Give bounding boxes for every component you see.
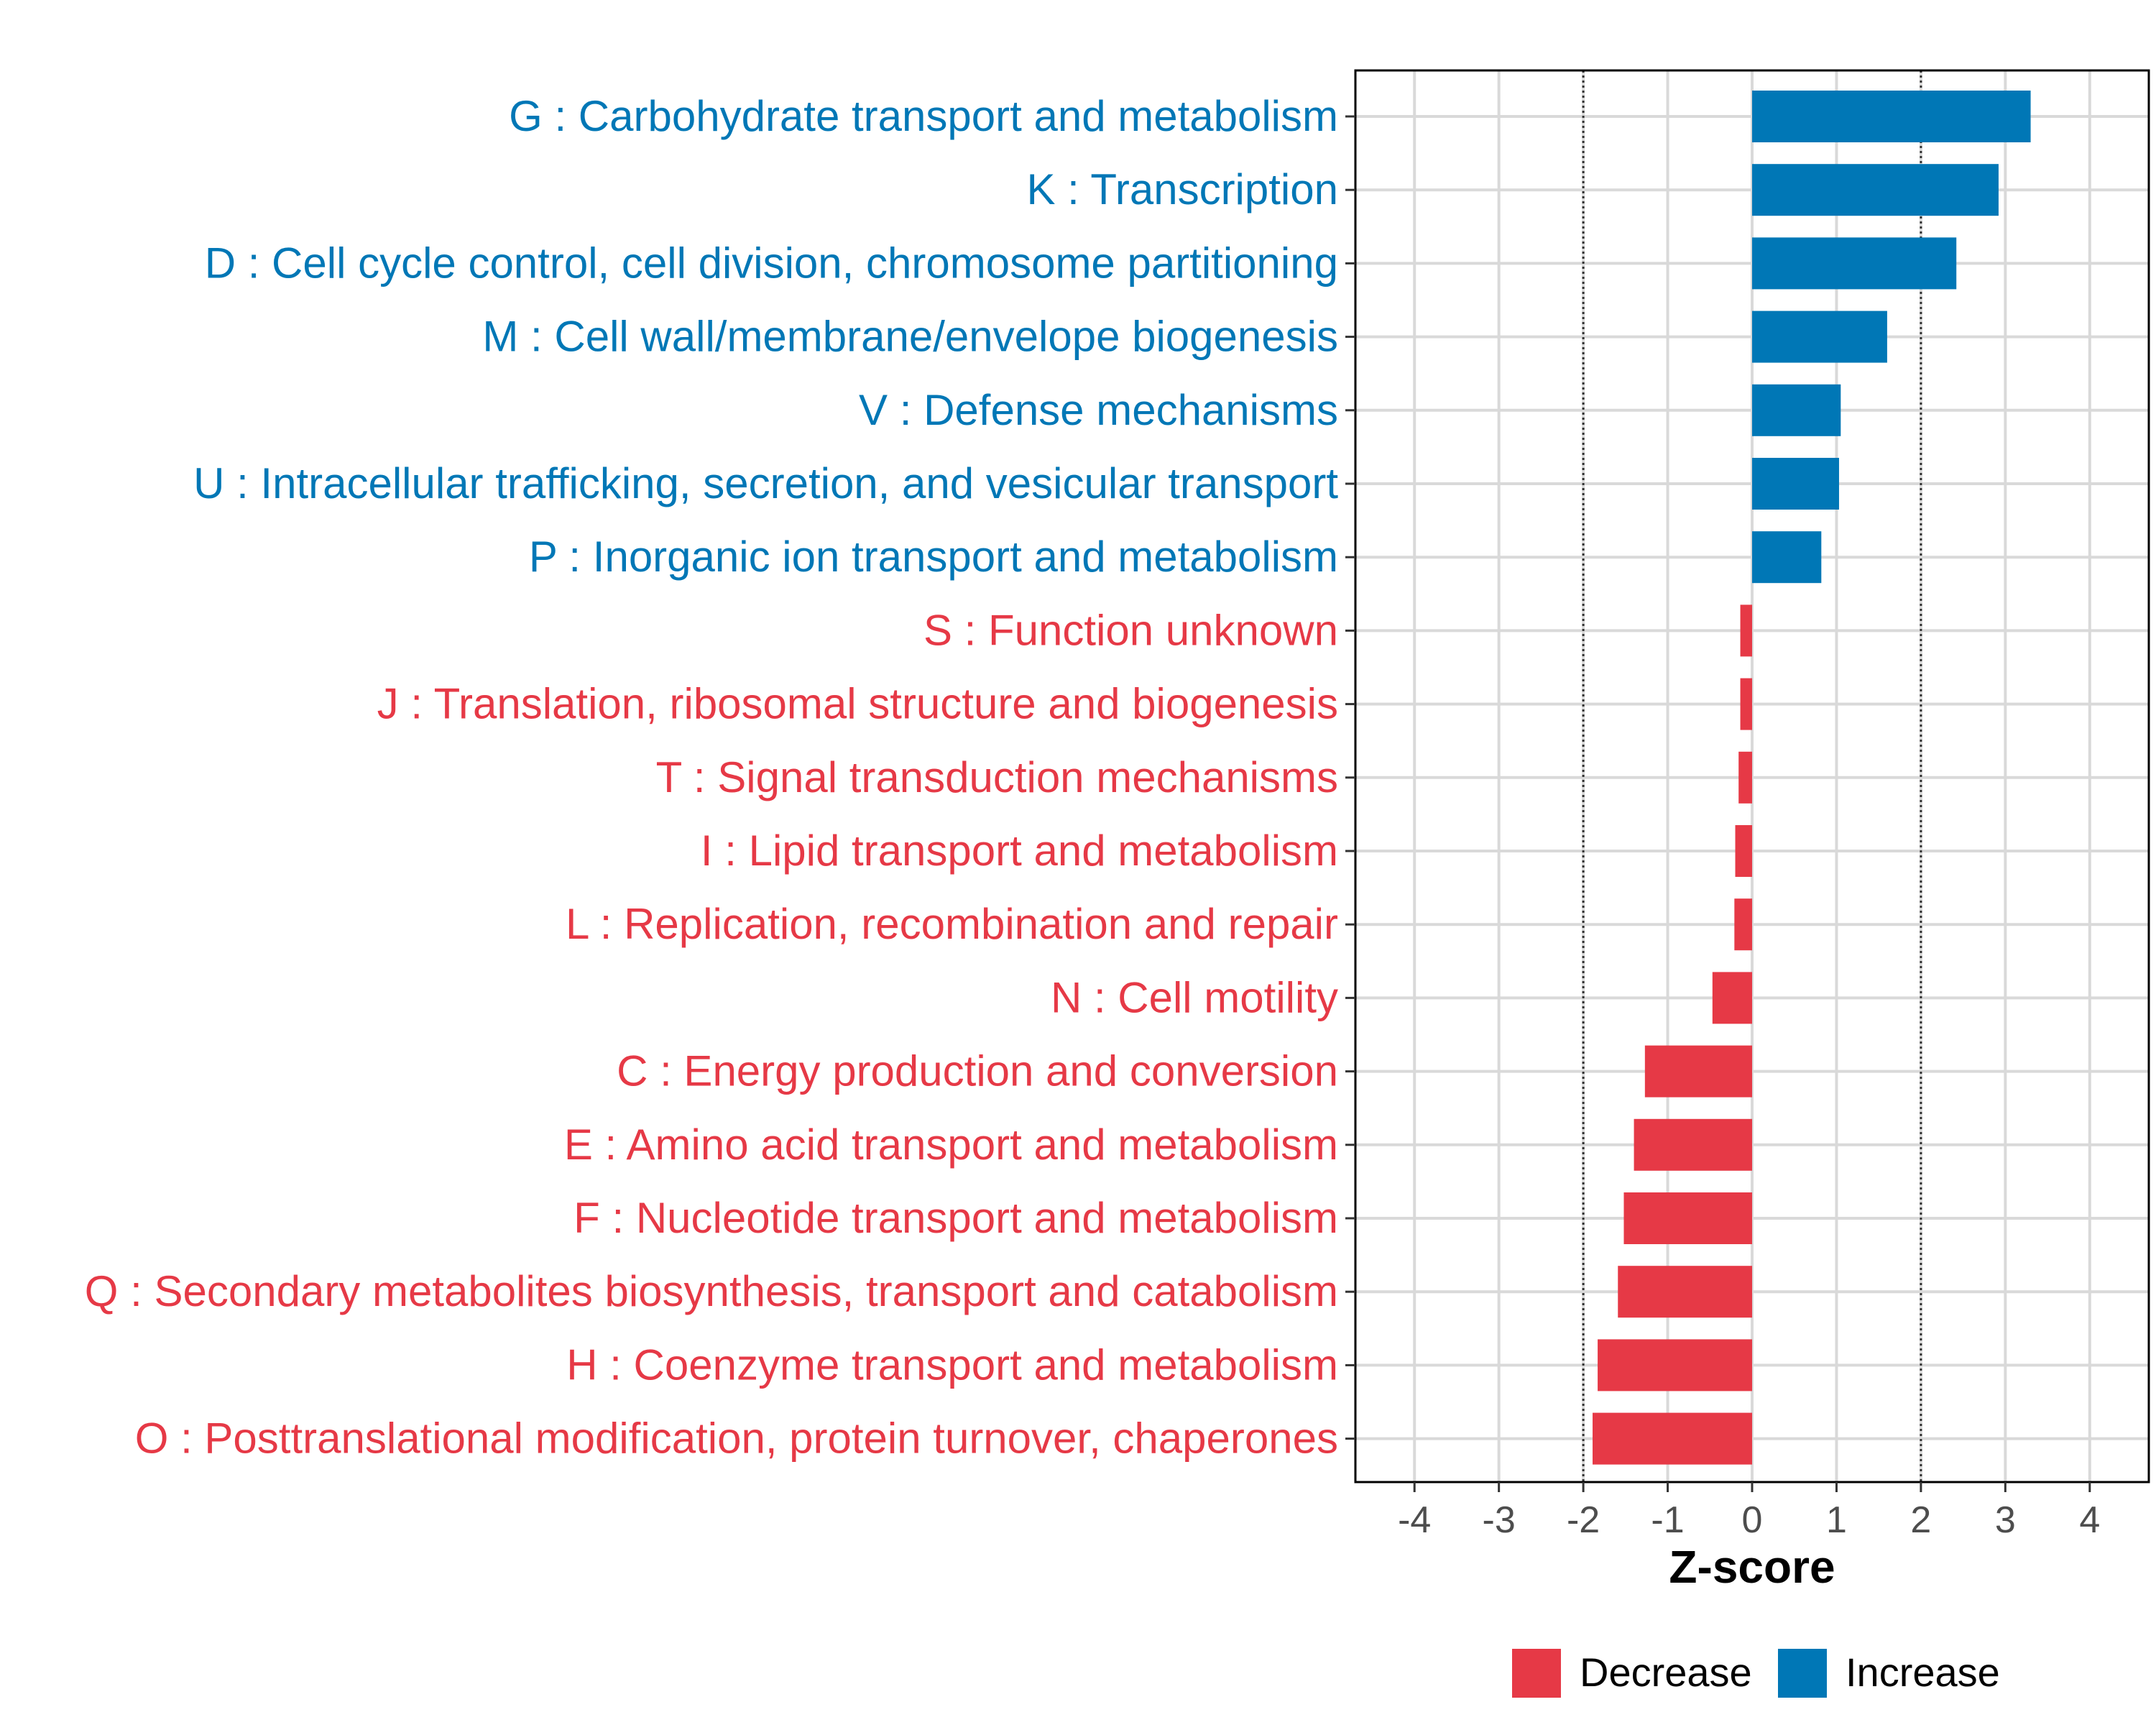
bar-g bbox=[1752, 91, 2031, 142]
category-label: Q : Secondary metabolites biosynthesis, … bbox=[85, 1267, 1338, 1315]
category-label: M : Cell wall/membrane/envelope biogenes… bbox=[482, 313, 1338, 361]
x-tick-label: 1 bbox=[1826, 1499, 1847, 1541]
bars bbox=[1593, 91, 2031, 1465]
legend: Decrease Increase bbox=[1512, 1649, 2000, 1698]
bar-n bbox=[1712, 972, 1752, 1024]
bar-l bbox=[1734, 898, 1752, 951]
x-tick-label: 4 bbox=[2079, 1499, 2100, 1541]
x-tick-label: 0 bbox=[1742, 1499, 1763, 1541]
legend-label-increase: Increase bbox=[1846, 1650, 2000, 1695]
x-tick-label: -4 bbox=[1398, 1499, 1431, 1541]
category-label: P : Inorganic ion transport and metaboli… bbox=[529, 533, 1338, 581]
category-label: S : Function unknown bbox=[923, 606, 1338, 654]
bar-s bbox=[1740, 604, 1752, 657]
legend-label-decrease: Decrease bbox=[1580, 1650, 1752, 1695]
reference-lines bbox=[1582, 70, 1922, 1482]
category-label: V : Defense mechanisms bbox=[859, 386, 1338, 434]
category-label: E : Amino acid transport and metabolism bbox=[564, 1121, 1338, 1169]
bar-k bbox=[1752, 164, 1999, 216]
category-label: J : Translation, ribosomal structure and… bbox=[377, 680, 1338, 728]
category-label: O : Posttranslational modification, prot… bbox=[135, 1414, 1338, 1463]
bar-m bbox=[1752, 310, 1887, 363]
category-label: L : Replication, recombination and repai… bbox=[566, 900, 1338, 948]
category-label: H : Coenzyme transport and metabolism bbox=[566, 1340, 1338, 1389]
category-label: T : Signal transduction mechanisms bbox=[656, 753, 1338, 801]
legend-key-decrease bbox=[1512, 1649, 1561, 1698]
bar-o bbox=[1593, 1412, 1752, 1465]
x-tick-label: -3 bbox=[1483, 1499, 1516, 1541]
category-label: U : Intracellular trafficking, secretion… bbox=[193, 459, 1338, 507]
y-axis-ticks: G : Carbohydrate transport and metabolis… bbox=[85, 92, 1355, 1463]
bar-d bbox=[1752, 237, 1957, 290]
category-label: C : Energy production and conversion bbox=[617, 1047, 1338, 1095]
x-tick-label: -2 bbox=[1567, 1499, 1600, 1541]
bar-q bbox=[1618, 1266, 1752, 1318]
bar-i bbox=[1735, 825, 1752, 877]
x-tick-label: 2 bbox=[1910, 1499, 1931, 1541]
bar-e bbox=[1634, 1118, 1752, 1171]
x-axis-title: Z-score bbox=[1669, 1541, 1835, 1593]
x-tick-label: 3 bbox=[1995, 1499, 2016, 1541]
bar-v bbox=[1752, 384, 1841, 436]
bar-p bbox=[1752, 531, 1822, 584]
bar-f bbox=[1623, 1192, 1752, 1244]
category-label: I : Lipid transport and metabolism bbox=[701, 827, 1338, 875]
category-label: N : Cell motility bbox=[1051, 973, 1338, 1021]
x-tick-label: -1 bbox=[1651, 1499, 1684, 1541]
bar-t bbox=[1738, 751, 1752, 804]
bar-j bbox=[1740, 678, 1752, 730]
category-label: D : Cell cycle control, cell division, c… bbox=[205, 239, 1338, 287]
category-label: G : Carbohydrate transport and metabolis… bbox=[509, 92, 1338, 140]
bar-h bbox=[1598, 1339, 1752, 1392]
x-axis-ticks: -4 -3 -2 -1 0 1 2 3 4 bbox=[1398, 1482, 2100, 1541]
category-label: F : Nucleotide transport and metabolism bbox=[573, 1194, 1338, 1242]
bar-c bbox=[1644, 1045, 1752, 1098]
category-label: K : Transcription bbox=[1026, 165, 1338, 213]
legend-key-increase bbox=[1778, 1649, 1827, 1698]
bar-u bbox=[1752, 458, 1839, 510]
